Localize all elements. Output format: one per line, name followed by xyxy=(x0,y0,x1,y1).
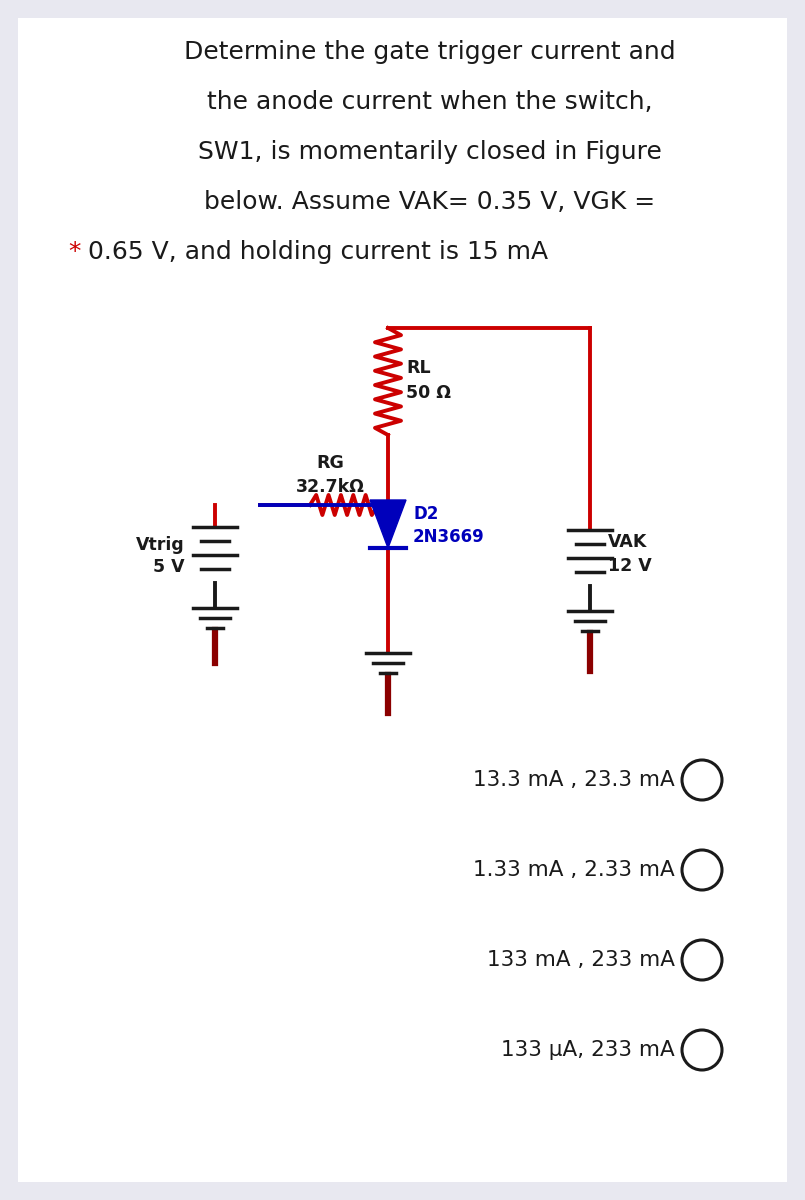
Text: VAK: VAK xyxy=(608,533,647,551)
Text: 0.65 V, and holding current is 15 mA: 0.65 V, and holding current is 15 mA xyxy=(88,240,548,264)
Text: 1.33 mA , 2.33 mA: 1.33 mA , 2.33 mA xyxy=(473,860,675,880)
Text: 32.7kΩ: 32.7kΩ xyxy=(295,478,365,496)
Text: 2N3669: 2N3669 xyxy=(413,528,485,546)
Text: 133 mA , 233 mA: 133 mA , 233 mA xyxy=(487,950,675,970)
Text: the anode current when the switch,: the anode current when the switch, xyxy=(207,90,653,114)
FancyBboxPatch shape xyxy=(18,18,787,1182)
Text: SW1, is momentarily closed in Figure: SW1, is momentarily closed in Figure xyxy=(198,140,662,164)
Text: RL: RL xyxy=(406,359,431,377)
Text: D2: D2 xyxy=(413,505,439,523)
Text: *: * xyxy=(68,240,80,264)
Polygon shape xyxy=(370,500,406,548)
Text: 12 V: 12 V xyxy=(608,557,652,575)
Text: 50 Ω: 50 Ω xyxy=(406,384,451,402)
Text: RG: RG xyxy=(316,454,344,472)
Text: Determine the gate trigger current and: Determine the gate trigger current and xyxy=(184,40,676,64)
Text: Vtrig: Vtrig xyxy=(136,536,185,554)
Text: 13.3 mA , 23.3 mA: 13.3 mA , 23.3 mA xyxy=(473,770,675,790)
Text: below. Assume VAK= 0.35 V, VGK =: below. Assume VAK= 0.35 V, VGK = xyxy=(204,190,655,214)
Text: 5 V: 5 V xyxy=(154,558,185,576)
Text: 133 μA, 233 mA: 133 μA, 233 mA xyxy=(502,1040,675,1060)
